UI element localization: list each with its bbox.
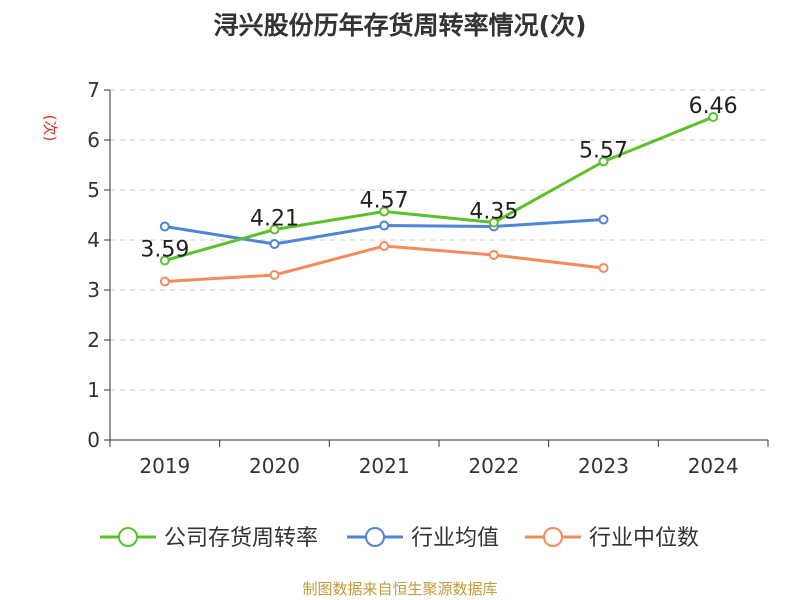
series-line	[164, 115, 714, 262]
legend-label: 公司存货周转率	[164, 526, 318, 551]
legend: 公司存货周转率 行业均值 行业中位数	[100, 526, 699, 551]
data-point	[708, 112, 719, 122]
data-label: 4.35	[469, 200, 518, 225]
data-point	[379, 206, 390, 217]
data-point	[269, 239, 280, 249]
x-tick-label: 2022	[468, 454, 519, 478]
data-label: 5.57	[579, 139, 628, 164]
y-tick-label: 5	[87, 178, 100, 202]
x-tick-label: 2020	[249, 454, 300, 478]
x-tick-label: 2023	[578, 454, 629, 478]
data-point	[379, 241, 390, 251]
y-tick-label: 2	[87, 328, 100, 352]
axes: 0 1 2 3 4 5 6 7 2019 2020 2021 2022 2023 2024	[87, 78, 769, 478]
x-tick-label: 2024	[688, 454, 739, 478]
data-point	[269, 270, 280, 280]
series-lines	[159, 112, 719, 287]
data-point	[488, 250, 499, 260]
data-point	[598, 263, 609, 273]
y-tick-label: 6	[87, 128, 100, 152]
y-tick-label: 3	[87, 278, 100, 302]
y-tick-label: 4	[87, 228, 100, 252]
data-labels: 3.59 4.21 4.57 4.35 5.57 6.46	[140, 94, 737, 263]
x-tick-label: 2019	[139, 454, 190, 478]
y-tick-label: 1	[87, 378, 100, 402]
legend-label: 行业均值	[411, 526, 499, 551]
source-note: 制图数据来自恒生聚源数据库	[302, 580, 498, 598]
legend-marker	[118, 527, 138, 547]
data-point	[488, 217, 499, 228]
legend-marker	[543, 527, 563, 547]
data-point	[379, 220, 390, 231]
chart-title: 浔兴股份历年存货周转率情况(次)	[213, 11, 587, 40]
data-point	[598, 214, 609, 225]
data-point	[159, 276, 170, 287]
data-point	[269, 224, 280, 235]
data-point	[159, 221, 170, 232]
data-point	[598, 156, 609, 167]
series-line	[164, 244, 604, 283]
y-tick-label: 0	[87, 428, 100, 452]
data-label: 6.46	[689, 94, 738, 119]
data-label: 4.57	[360, 189, 409, 214]
data-label: 4.21	[250, 207, 299, 232]
y-axis-title: (次)	[41, 115, 59, 142]
x-tick-label: 2021	[359, 454, 410, 478]
data-point	[159, 255, 170, 266]
y-tick-label: 7	[87, 78, 100, 102]
legend-marker	[365, 527, 385, 547]
data-label: 3.59	[140, 238, 189, 263]
legend-label: 行业中位数	[589, 526, 699, 551]
